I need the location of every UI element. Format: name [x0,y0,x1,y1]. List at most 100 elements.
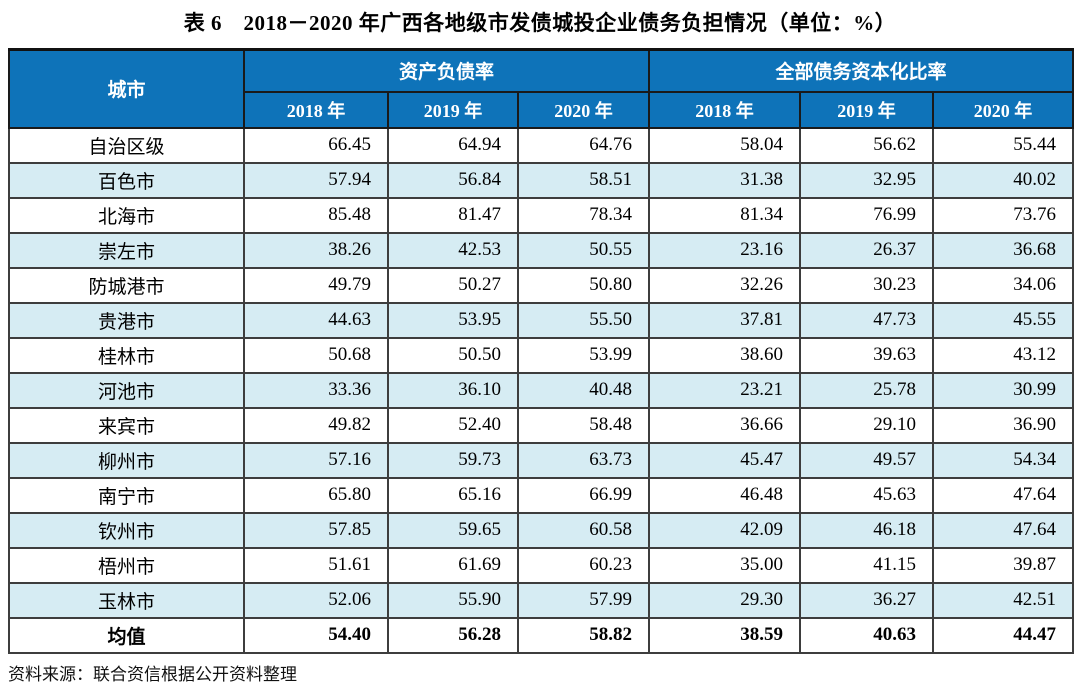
value-cell: 58.04 [648,126,802,164]
value-cell: 37.81 [648,301,802,339]
value-cell: 54.34 [932,441,1075,479]
value-cell: 64.94 [387,126,519,164]
value-cell: 57.99 [516,581,651,619]
city-cell: 南宁市 [8,476,245,514]
value-cell: 81.47 [387,196,519,234]
value-cell: 40.63 [799,616,935,654]
value-cell: 56.28 [387,616,519,654]
value-cell: 30.99 [932,371,1075,409]
value-cell: 81.34 [648,196,802,234]
debt-table: 城市 资产负债率 全部债务资本化比率 2018 年 2019 年 2020 年 … [8,48,1075,654]
value-cell: 35.00 [648,546,802,584]
year-header-2019-b: 2019 年 [799,90,935,129]
city-cell: 均值 [8,616,245,654]
value-cell: 57.85 [243,511,389,549]
value-cell: 36.27 [799,581,935,619]
value-cell: 33.36 [243,371,389,409]
value-cell: 45.55 [932,301,1075,339]
value-cell: 41.15 [799,546,935,584]
table-row: 均值 54.40 56.28 58.82 38.59 40.63 44.47 [8,616,1075,654]
city-cell: 玉林市 [8,581,245,619]
value-cell: 26.37 [799,231,935,269]
city-cell: 北海市 [8,196,245,234]
table-row: 河池市 33.36 36.10 40.48 23.21 25.78 30.99 [8,371,1075,409]
table-row: 贵港市 44.63 53.95 55.50 37.81 47.73 45.55 [8,301,1075,339]
city-column-header: 城市 [8,48,245,129]
value-cell: 31.38 [648,161,802,199]
value-cell: 65.80 [243,476,389,514]
year-header-2020-b: 2020 年 [932,90,1075,129]
value-cell: 54.40 [243,616,389,654]
page-title: 表 6 2018－2020 年广西各地级市发债城投企业债务负担情况（单位：%） [183,11,897,35]
table-row: 钦州市 57.85 59.65 60.58 42.09 46.18 47.64 [8,511,1075,549]
value-cell: 39.87 [932,546,1075,584]
year-header-2020-a: 2020 年 [516,90,651,129]
value-cell: 57.94 [243,161,389,199]
value-cell: 52.06 [243,581,389,619]
value-cell: 46.48 [648,476,802,514]
city-cell: 防城港市 [8,266,245,304]
value-cell: 59.73 [387,441,519,479]
group-header-total-debt-capitalization-ratio: 全部债务资本化比率 [648,48,1075,93]
value-cell: 38.60 [648,336,802,374]
value-cell: 44.63 [243,301,389,339]
value-cell: 36.90 [932,406,1075,444]
table-row: 玉林市 52.06 55.90 57.99 29.30 36.27 42.51 [8,581,1075,619]
value-cell: 50.50 [387,336,519,374]
table-row: 梧州市 51.61 61.69 60.23 35.00 41.15 39.87 [8,546,1075,584]
value-cell: 58.82 [516,616,651,654]
city-cell: 柳州市 [8,441,245,479]
value-cell: 61.69 [387,546,519,584]
value-cell: 25.78 [799,371,935,409]
value-cell: 64.76 [516,126,651,164]
value-cell: 57.16 [243,441,389,479]
value-cell: 38.59 [648,616,802,654]
value-cell: 55.50 [516,301,651,339]
value-cell: 60.58 [516,511,651,549]
table-row: 北海市 85.48 81.47 78.34 81.34 76.99 73.76 [8,196,1075,234]
value-cell: 32.95 [799,161,935,199]
city-cell: 崇左市 [8,231,245,269]
value-cell: 36.66 [648,406,802,444]
value-cell: 38.26 [243,231,389,269]
value-cell: 56.84 [387,161,519,199]
value-cell: 43.12 [932,336,1075,374]
table-row: 南宁市 65.80 65.16 66.99 46.48 45.63 47.64 [8,476,1075,514]
value-cell: 50.27 [387,266,519,304]
value-cell: 51.61 [243,546,389,584]
value-cell: 53.95 [387,301,519,339]
table-header: 城市 资产负债率 全部债务资本化比率 2018 年 2019 年 2020 年 … [8,48,1075,129]
city-cell: 贵港市 [8,301,245,339]
city-cell: 梧州市 [8,546,245,584]
value-cell: 50.80 [516,266,651,304]
value-cell: 46.18 [799,511,935,549]
year-header-2018-a: 2018 年 [243,90,389,129]
group-header-asset-liability-ratio: 资产负债率 [242,48,651,93]
source-note: 资料来源：联合资信根据公开资料整理 [8,664,297,684]
table-row: 崇左市 38.26 42.53 50.55 23.16 26.37 36.68 [8,231,1075,269]
value-cell: 42.09 [648,511,802,549]
value-cell: 45.63 [799,476,935,514]
value-cell: 47.64 [932,476,1075,514]
value-cell: 29.10 [799,406,935,444]
table-row: 桂林市 50.68 50.50 53.99 38.60 39.63 43.12 [8,336,1075,374]
value-cell: 52.40 [387,406,519,444]
value-cell: 85.48 [243,196,389,234]
value-cell: 45.47 [648,441,802,479]
value-cell: 55.90 [387,581,519,619]
value-cell: 36.10 [387,371,519,409]
value-cell: 23.21 [648,371,802,409]
value-cell: 40.48 [516,371,651,409]
value-cell: 60.23 [516,546,651,584]
value-cell: 40.02 [932,161,1075,199]
table-row: 防城港市 49.79 50.27 50.80 32.26 30.23 34.06 [8,266,1075,304]
value-cell: 59.65 [387,511,519,549]
value-cell: 29.30 [648,581,802,619]
value-cell: 39.63 [799,336,935,374]
value-cell: 56.62 [799,126,935,164]
city-cell: 自治区级 [8,126,245,164]
city-cell: 百色市 [8,161,245,199]
value-cell: 78.34 [516,196,651,234]
table-row: 百色市 57.94 56.84 58.51 31.38 32.95 40.02 [8,161,1075,199]
